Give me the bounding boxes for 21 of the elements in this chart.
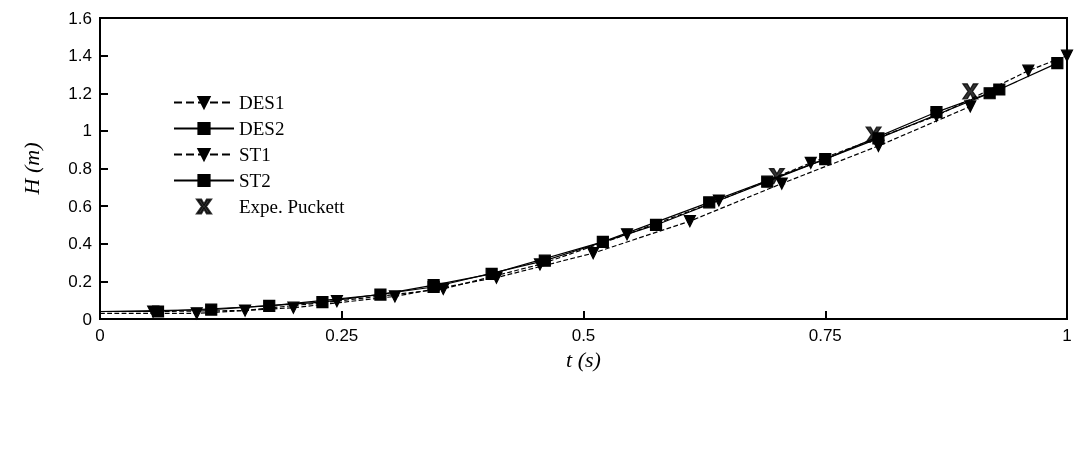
y-tick-label: 0.6 <box>68 196 92 216</box>
legend-label: ST1 <box>239 144 271 165</box>
y-tick-label: 0.8 <box>68 159 92 178</box>
x-tick-label: 0.5 <box>571 326 596 345</box>
x-tick-label: 0.25 <box>325 326 359 345</box>
legend-label: ST2 <box>239 170 271 191</box>
y-tick-label: 1.2 <box>68 83 92 103</box>
y-tick-label: 1.4 <box>68 46 92 66</box>
y-tick-label: 0 <box>82 309 92 329</box>
y-axis-title: H (m) <box>18 142 44 196</box>
legend-label: Expe. Puckett <box>239 196 346 217</box>
y-tick-label: 1.6 <box>68 8 92 28</box>
x-tick-label: 0 <box>95 326 105 345</box>
x-axis-title: t (s) <box>566 347 601 373</box>
y-tick-label: 0.2 <box>68 271 92 291</box>
legend-label: DES1 <box>239 92 285 113</box>
x-tick-label: 0.75 <box>808 326 842 345</box>
y-tick-label: 1 <box>82 121 92 141</box>
y-tick-label: 0.4 <box>68 234 92 254</box>
x-tick-label: 1 <box>1062 326 1072 345</box>
legend-label: DES2 <box>239 118 285 139</box>
